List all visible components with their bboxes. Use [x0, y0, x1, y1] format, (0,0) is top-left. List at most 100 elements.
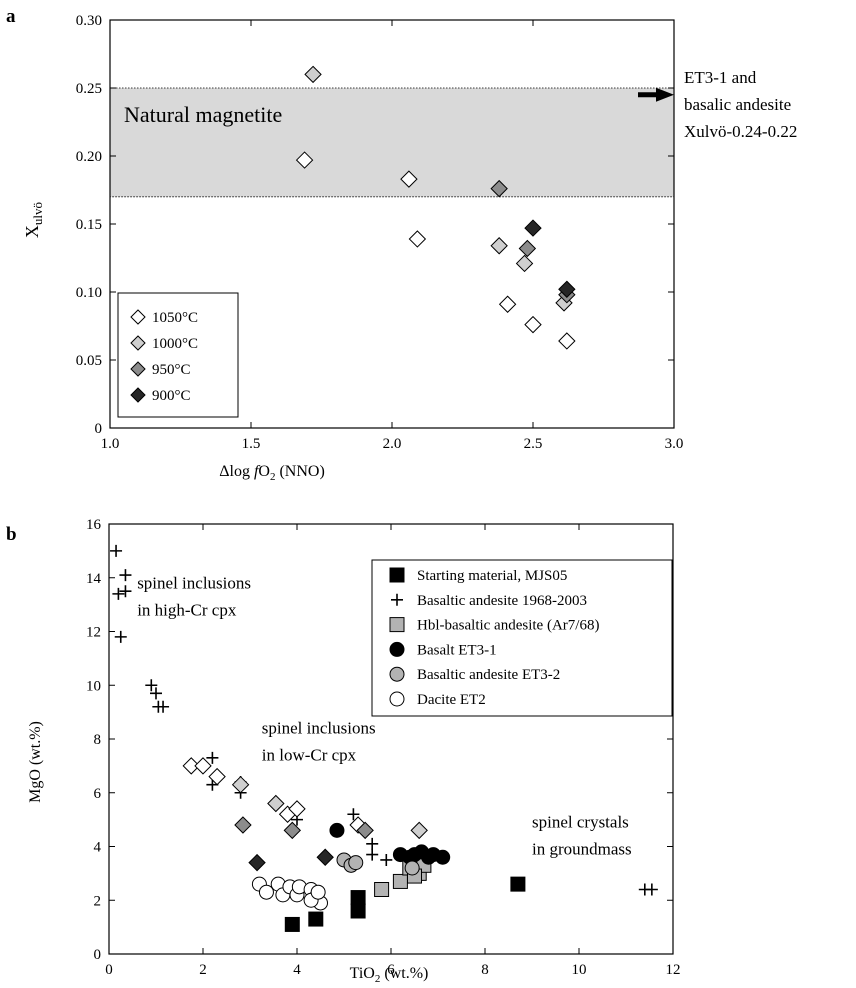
legend-label-950-c: 950°C: [152, 362, 191, 378]
panel-b-point-basaltic-andesite-1968-2003: [157, 700, 170, 713]
annotation-arrow: [638, 87, 674, 102]
legend-marker-dacite-et2: [389, 691, 405, 707]
panel-a-y-tick-label: 0: [95, 421, 103, 437]
panel-b-point-dacite-et2: [258, 884, 274, 900]
natural-magnetite-band: [109, 87, 675, 198]
panel-b-point-diamond-ffffff: [208, 767, 226, 786]
panel-a-x-tick-label: 1.0: [101, 436, 120, 452]
panel-b-point-diamond-cfcfcf: [410, 821, 428, 840]
legend-marker-hbl-basaltic-andesite-ar7-68: [389, 617, 405, 633]
panel-b-chart: b 0 2 4 6 8 10 12 0 2 4 6 8 10 12 14 16 spinel inclusio…: [6, 517, 681, 985]
panel-b-point-starting-material-mjs05: [350, 903, 366, 919]
panel-a-legend: 1050°C 1000°C 950°C 900°C: [117, 292, 239, 418]
panel-b-label: b: [6, 524, 17, 545]
panel-b-point-starting-material-mjs05: [510, 876, 526, 892]
panel-b-y-tick-label: 16: [86, 517, 102, 533]
panel-a-label: a: [6, 6, 16, 27]
panel-b-point-basaltic-andesite-1968-2003: [645, 883, 658, 896]
panel-a-point-1000-c: [515, 254, 534, 273]
panel-b-x-tick-label: 4: [293, 962, 301, 978]
et3-annotation: ET3-1 and basalic andesite Xulvö-0.24-0.…: [684, 68, 797, 141]
panel-a-y-tick-label: 0.10: [76, 285, 102, 301]
panel-a-point-900-c: [524, 219, 542, 237]
legend-marker-starting-material-mjs05: [389, 567, 405, 583]
panel-b-point-basaltic-andesite-1968-2003: [119, 585, 132, 598]
panel-b-point-basalt-et3-1: [329, 822, 345, 838]
panel-a-point-950-c: [490, 179, 508, 198]
panel-a-chart: a Natural magnetite 1.0 1.5 2.0 2.5 3.0 0 0.05…: [6, 6, 797, 483]
panel-b-y-tick-label: 8: [94, 732, 102, 748]
panel-b-x-tick-label: 12: [666, 962, 681, 978]
panel-b-point-diamond-8c8c8c: [234, 816, 252, 834]
panel-b-point-hbl-basaltic-andesite-ar7-68: [392, 873, 408, 889]
panel-b-x-axis-label: TiO2 (wt.%): [350, 965, 429, 985]
panel-b-x-tick-label: 2: [199, 962, 207, 978]
panel-b-point-diamond-cfcfcf: [231, 775, 250, 794]
panel-b-y-tick-label: 4: [94, 840, 102, 856]
panel-a-x-tick-label: 2.0: [383, 436, 402, 452]
panel-b-point-basaltic-andesite-1968-2003: [347, 808, 360, 821]
panel-b-point-starting-material-mjs05: [350, 890, 366, 906]
panel-b-y-tick-label: 14: [86, 571, 102, 587]
legend-marker-950-c: [130, 361, 146, 377]
panel-b-point-basaltic-andesite-1968-2003: [366, 848, 379, 861]
panel-b-point-diamond-ffffff: [288, 800, 306, 818]
panel-b-annotation-1-line-0: spinel inclusions: [262, 719, 376, 738]
panel-b-annotation-1-line-1: in low-Cr cpx: [262, 746, 357, 765]
panel-b-point-hbl-basaltic-andesite-ar7-68: [374, 882, 390, 897]
panel-b-point-diamond-cfcfcf: [267, 794, 285, 813]
panel-b-point-diamond-262626: [248, 853, 266, 872]
panel-a-y-axis-label: Xulvö: [22, 202, 45, 238]
panel-b-point-starting-material-mjs05: [284, 916, 300, 932]
legend-label-basalt-et3-1: Basalt ET3-1: [417, 642, 497, 658]
panel-a-points: [295, 65, 576, 350]
panel-b-point-basaltic-andesite-1968-2003: [206, 751, 219, 764]
legend-label-900-c: 900°C: [152, 388, 191, 404]
legend-label-1000-c: 1000°C: [152, 336, 198, 352]
legend-marker-900-c: [130, 387, 146, 403]
panel-b-y-tick-label: 0: [94, 947, 102, 963]
legend-label-basaltic-andesite-et3-2: Basaltic andesite ET3-2: [417, 667, 560, 683]
panel-b-point-starting-material-mjs05: [308, 911, 324, 927]
panel-a-point-900-c: [558, 280, 576, 298]
panel-b-x-tick-label: 0: [105, 962, 113, 978]
panel-b-point-basaltic-andesite-1968-2003: [145, 679, 158, 692]
panel-b-point-basaltic-andesite-1968-2003: [112, 587, 125, 600]
panel-a-point-1050-c: [558, 332, 576, 350]
legend-label-basaltic-andesite-1968-2003: Basaltic andesite 1968-2003: [417, 593, 587, 609]
panel-b-point-basaltic-andesite-1968-2003: [150, 687, 162, 700]
panel-a-y-tick-label: 0.15: [76, 217, 102, 233]
panel-b-points: [110, 544, 658, 932]
panel-a-point-1000-c: [490, 237, 508, 255]
panel-a-y-tick-label: 0.25: [76, 81, 102, 97]
panel-a-y-tick-label: 0.20: [76, 149, 102, 165]
legend-marker-basalt-et3-1: [389, 641, 405, 657]
panel-b-y-tick-label: 12: [86, 625, 101, 641]
panel-b-point-basaltic-andesite-1968-2003: [206, 778, 219, 791]
panel-a-x-tick-label: 1.5: [242, 436, 261, 452]
panel-b-point-basaltic-andesite-1968-2003: [380, 853, 393, 866]
panel-a-y-tick-label: 0.05: [76, 353, 102, 369]
panel-b-y-tick-label: 2: [94, 893, 102, 909]
panel-b-annotation-2-line-1: in groundmass: [532, 840, 632, 859]
panel-a-point-1000-c: [304, 65, 322, 84]
panel-b-point-diamond-ffffff: [182, 757, 200, 775]
panel-b-point-basaltic-andesite-et3-2: [348, 855, 364, 871]
legend-marker-1000-c: [130, 335, 146, 351]
panel-b-x-tick-label: 10: [572, 962, 587, 978]
panel-a-point-1050-c: [400, 170, 418, 188]
panel-b-x-tick-label: 8: [481, 962, 489, 978]
legend-marker-1050-c: [130, 309, 146, 325]
panel-b-annotations: spinel inclusions in high-Cr cpx spinel in…: [137, 574, 631, 859]
legend-label-hbl-basaltic-andesite-ar7-68: Hbl-basaltic andesite (Ar7/68): [417, 618, 599, 634]
panel-b-y-tick-label: 6: [94, 786, 102, 802]
panel-a-x-tick-label: 2.5: [524, 436, 543, 452]
natural-magnetite-label: Natural magnetite: [124, 102, 282, 127]
panel-b-point-basaltic-andesite-et3-2: [404, 860, 420, 876]
panel-b-annotation-0-line-1: in high-Cr cpx: [137, 601, 237, 620]
legend-label-1050-c: 1050°C: [152, 310, 198, 326]
legend-marker-basaltic-andesite-1968-2003: [391, 593, 403, 606]
panel-b-point-basalt-et3-1: [435, 849, 451, 865]
panel-b-annotation-0-line-0: spinel inclusions: [137, 574, 251, 593]
panel-a-point-950-c: [518, 239, 537, 258]
